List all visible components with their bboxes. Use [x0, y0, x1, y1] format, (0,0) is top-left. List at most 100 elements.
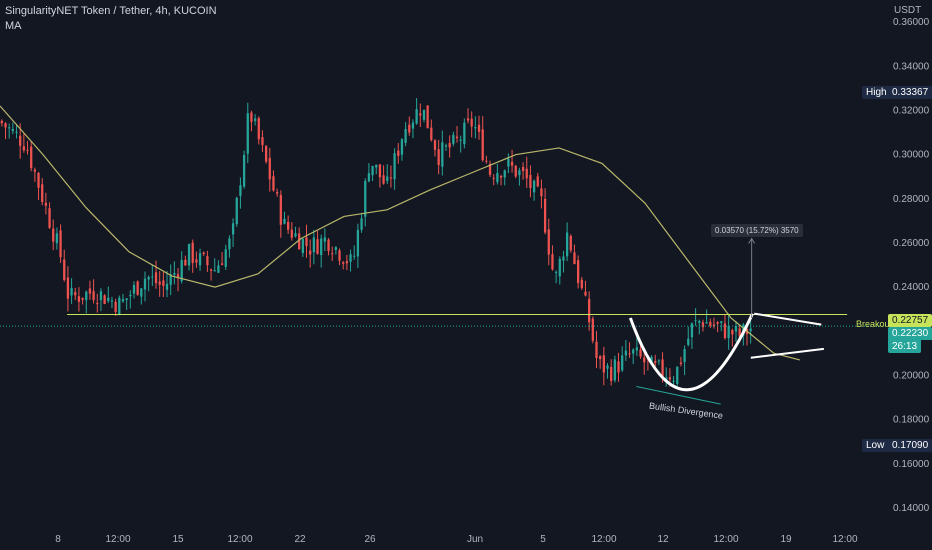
candle-body [356, 229, 360, 257]
candle-body [162, 280, 165, 287]
candle-body [342, 262, 345, 264]
candle-body [584, 291, 587, 296]
candle-body [580, 279, 583, 289]
candle-body [360, 218, 363, 230]
candle-body [588, 298, 591, 323]
candle-body [99, 291, 103, 301]
candle-body [709, 321, 712, 326]
candle-body [477, 124, 481, 132]
candle-body [316, 239, 319, 254]
candle-body [488, 163, 492, 175]
candle-body [734, 326, 738, 332]
candle-body [264, 146, 268, 162]
candle-body [617, 361, 620, 373]
candle-body [41, 184, 44, 202]
x-tick-label: 26 [364, 534, 376, 545]
candle-body [712, 324, 716, 327]
candle-body [77, 296, 81, 302]
candle-body [279, 194, 282, 225]
candle-body [654, 361, 657, 363]
candle-body [657, 360, 661, 362]
candle-body [180, 260, 183, 282]
candle-body [165, 283, 169, 290]
candle-body [382, 175, 385, 184]
candle-body [514, 165, 517, 177]
candle-body [4, 123, 7, 128]
candle-body [187, 244, 191, 266]
candle-body [668, 377, 672, 380]
candle-body [44, 202, 48, 206]
x-tick-label: 15 [172, 534, 184, 545]
candle-body [720, 321, 723, 324]
candle-body [518, 170, 521, 176]
candle-body [147, 277, 150, 280]
candle-body [562, 256, 565, 261]
candle-body [224, 249, 227, 267]
candle-body [26, 149, 29, 151]
x-tick-label: 12:00 [591, 534, 616, 545]
candle-body [268, 157, 271, 180]
low-tag-value: 0.17090 [888, 439, 932, 452]
candle-body [294, 233, 297, 237]
candle-body [96, 303, 99, 305]
candle-body [532, 180, 536, 193]
candle-body [15, 131, 18, 133]
candle-body [602, 355, 605, 373]
candle-body [195, 259, 198, 263]
candle-body [140, 288, 143, 297]
candle-body [298, 233, 301, 250]
candle-body [375, 164, 378, 168]
candle-body [74, 292, 77, 296]
candle-body [558, 258, 561, 277]
candle-body [276, 191, 279, 194]
candle-body [107, 297, 110, 302]
candle-body [701, 322, 705, 328]
candle-body [492, 177, 495, 179]
candle-body [334, 247, 338, 250]
candle-body [320, 238, 323, 256]
measure-arrowhead [748, 237, 756, 244]
candle-body [136, 281, 139, 295]
candle-body [88, 288, 92, 294]
candle-body [466, 118, 470, 121]
breakout-label: Breakout [856, 319, 893, 329]
candle-body [386, 176, 389, 181]
x-tick-label: 12:00 [227, 534, 252, 545]
candle-body [452, 134, 455, 144]
candle-body [309, 250, 312, 255]
candle-body [444, 145, 448, 147]
candle-body [48, 208, 51, 228]
candle-body [613, 359, 616, 381]
candle-body [577, 260, 580, 284]
y-tick-label: 0.32000 [893, 105, 930, 116]
handle-lower-line [750, 347, 824, 359]
candle-body [169, 274, 172, 285]
indicator-label[interactable]: MA [5, 20, 22, 32]
x-tick-label: 5 [540, 534, 546, 545]
current-price-tag: 0.22230 [888, 327, 932, 340]
candle-body [353, 255, 356, 257]
candle-body [209, 269, 213, 271]
low-tag-label: Low [862, 439, 889, 452]
candle-body [202, 252, 205, 254]
candle-body [92, 291, 95, 301]
measure-label[interactable]: 0.03570 (15.72%) 3570 [711, 224, 803, 237]
candle-body [503, 170, 506, 178]
x-tick-label: 12 [657, 534, 669, 545]
candle-body [70, 287, 73, 296]
candle-body [378, 164, 382, 178]
candle-body [727, 326, 730, 339]
y-tick-label: 0.34000 [893, 61, 930, 72]
candle-body [554, 271, 558, 273]
candle-body [694, 320, 697, 322]
candle-body [250, 112, 253, 122]
candle-body [242, 154, 246, 187]
candle-body [37, 172, 40, 188]
candle-body [433, 140, 437, 150]
candle-body [463, 122, 466, 145]
candle-body [426, 105, 429, 129]
candle-body [496, 173, 499, 183]
candle-body [121, 299, 125, 302]
candle-body [349, 254, 352, 262]
